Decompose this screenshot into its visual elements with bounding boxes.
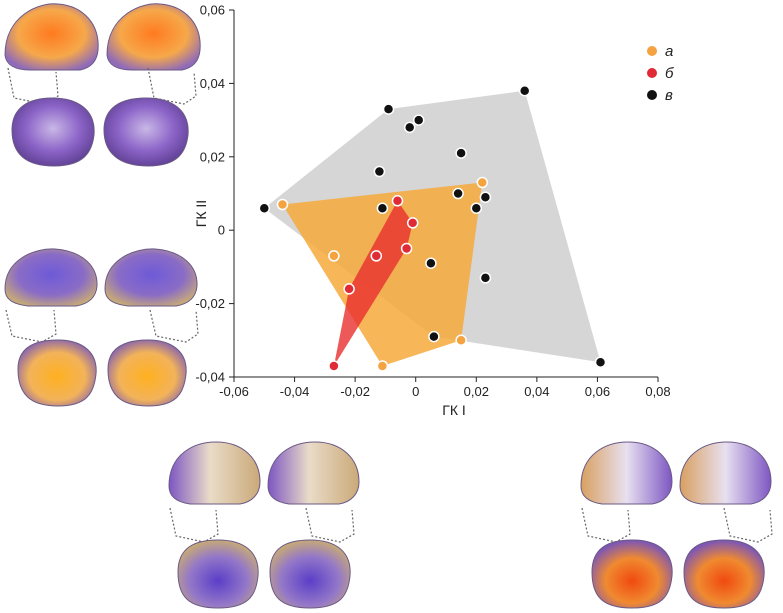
- y-tick-label: 0,04: [200, 76, 225, 91]
- point-group-в: [479, 191, 492, 203]
- y-tick-label: 0: [218, 223, 225, 238]
- y-ticks: -0,04 -0,02 0 0,02 0,04 0,06: [195, 3, 234, 385]
- legend-label-в: в: [665, 87, 673, 104]
- skull-frontal-icon: [591, 539, 765, 609]
- point-group-в: [428, 330, 440, 343]
- x-tick-label: -0,04: [280, 384, 310, 399]
- hull-group-б: [333, 200, 413, 366]
- x-ticks: -0,06 -0,04 -0,02 0 0,02 0,04 0,06 0,08: [219, 377, 671, 399]
- legend: абв: [647, 43, 674, 104]
- x-axis-label: ГК I: [442, 402, 466, 418]
- point-group-в: [412, 114, 425, 126]
- skull-lateral-icon: [168, 441, 360, 505]
- x-tick-label: 0: [412, 384, 419, 399]
- skull-lateral-icon: [580, 441, 772, 505]
- group-hulls: [264, 90, 601, 366]
- point-group-в: [518, 84, 531, 97]
- point-group-в: [258, 202, 271, 214]
- plot-axes: [233, 10, 658, 378]
- point-group-а: [376, 360, 389, 372]
- y-tick-label: 0,02: [200, 149, 225, 164]
- skull-lateral-icon: [4, 3, 201, 71]
- point-group-б: [328, 360, 340, 372]
- point-group-в: [452, 187, 464, 200]
- skull-frontal-icon: [11, 97, 189, 167]
- skull-panel-top-left: [4, 3, 201, 167]
- skull-frontal-icon: [17, 339, 187, 407]
- point-group-а: [476, 176, 489, 189]
- legend-label-а: а: [665, 43, 673, 60]
- x-tick-label: 0,02: [464, 384, 489, 399]
- y-axis-label: ГК II: [193, 200, 209, 227]
- legend-marker-в: [647, 90, 657, 100]
- x-tick-label: 0,08: [645, 384, 670, 399]
- point-group-б: [391, 195, 404, 207]
- skull-frontal-icon: [177, 539, 351, 609]
- y-tick-label: -0,04: [195, 370, 225, 385]
- point-group-а: [276, 198, 289, 211]
- point-group-в: [373, 165, 386, 178]
- y-tick-label: -0,02: [195, 296, 225, 311]
- point-group-в: [425, 257, 437, 269]
- skull-panel-middle-left: [4, 248, 199, 407]
- point-group-а: [328, 250, 340, 262]
- point-group-в: [455, 147, 467, 159]
- point-group-б: [370, 250, 383, 262]
- point-group-в: [376, 202, 389, 214]
- point-group-а: [455, 334, 467, 347]
- data-points: [258, 84, 607, 372]
- legend-marker-а: [647, 46, 657, 56]
- skull-panel-bottom-right: [580, 441, 773, 609]
- x-tick-label: -0,06: [219, 384, 249, 399]
- point-group-б: [400, 242, 413, 255]
- legend-marker-б: [647, 68, 657, 78]
- point-group-б: [406, 217, 419, 229]
- point-group-в: [479, 272, 492, 284]
- point-group-в: [470, 202, 483, 214]
- point-group-в: [382, 103, 395, 115]
- point-group-в: [403, 121, 416, 134]
- x-tick-label: 0,04: [524, 384, 549, 399]
- point-group-б: [343, 283, 355, 295]
- y-tick-label: 0,06: [200, 3, 225, 18]
- point-group-в: [594, 356, 607, 369]
- skull-panel-bottom-middle: [168, 441, 360, 609]
- legend-label-б: б: [665, 65, 674, 82]
- skull-lateral-icon: [4, 248, 198, 307]
- x-tick-label: -0,02: [340, 384, 370, 399]
- x-tick-label: 0,06: [585, 384, 610, 399]
